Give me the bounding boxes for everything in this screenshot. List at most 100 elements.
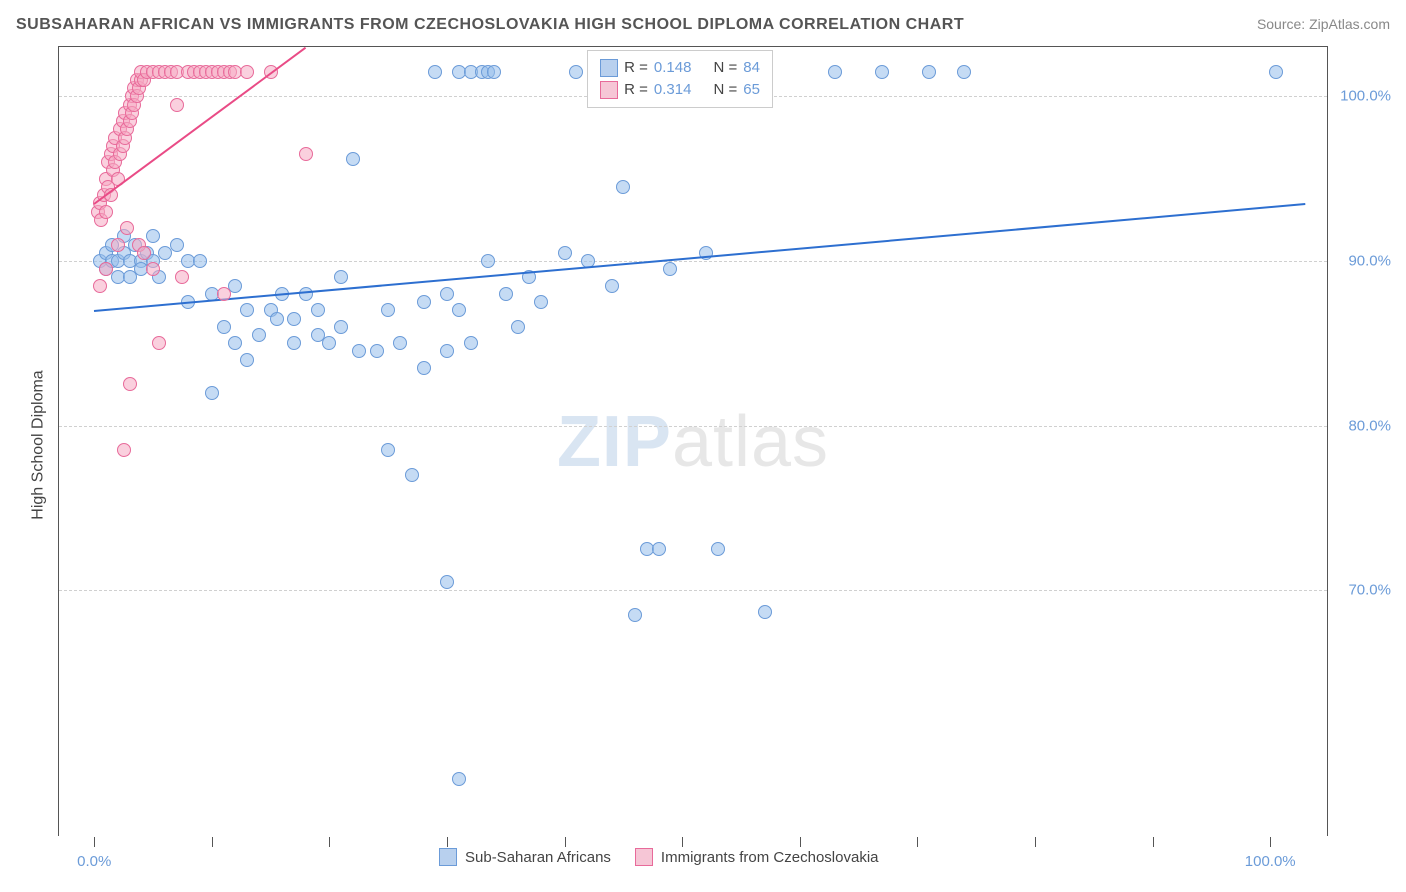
scatter-point [175, 270, 189, 284]
legend-swatch [635, 848, 653, 866]
scatter-point [217, 287, 231, 301]
scatter-point [558, 246, 572, 260]
scatter-point [111, 238, 125, 252]
gridline [59, 426, 1327, 427]
scatter-point [334, 270, 348, 284]
scatter-point [417, 295, 431, 309]
scatter-point [93, 279, 107, 293]
scatter-point [481, 254, 495, 268]
scatter-point [217, 320, 231, 334]
x-tick [329, 837, 330, 847]
n-label: N = [713, 79, 737, 101]
stats-legend: R =0.148N =84R =0.314N =65 [587, 50, 773, 108]
scatter-point [922, 65, 936, 79]
legend-swatch [600, 81, 618, 99]
x-tick-label: 100.0% [1245, 853, 1296, 870]
source-label: Source: ZipAtlas.com [1257, 16, 1390, 32]
scatter-point [99, 205, 113, 219]
scatter-point [287, 312, 301, 326]
x-tick [447, 837, 448, 847]
x-tick [1035, 837, 1036, 847]
scatter-point [270, 312, 284, 326]
scatter-point [228, 279, 242, 293]
scatter-point [828, 65, 842, 79]
scatter-point [137, 246, 151, 260]
n-value: 84 [743, 57, 760, 79]
r-value: 0.314 [654, 79, 692, 101]
scatter-point [146, 262, 160, 276]
scatter-point [652, 542, 666, 556]
scatter-point [120, 221, 134, 235]
scatter-point [240, 353, 254, 367]
scatter-point [381, 303, 395, 317]
scatter-point [299, 287, 313, 301]
series-legend-item: Sub-Saharan Africans [439, 848, 611, 866]
scatter-point [299, 147, 313, 161]
r-label: R = [624, 57, 648, 79]
scatter-point [616, 180, 630, 194]
scatter-point [99, 262, 113, 276]
r-value: 0.148 [654, 57, 692, 79]
scatter-point [417, 361, 431, 375]
scatter-point [663, 262, 677, 276]
scatter-point [605, 279, 619, 293]
r-label: R = [624, 79, 648, 101]
legend-swatch [439, 848, 457, 866]
legend-swatch [600, 59, 618, 77]
x-tick [917, 837, 918, 847]
scatter-point [123, 377, 137, 391]
series-legend-label: Sub-Saharan Africans [465, 849, 611, 866]
scatter-point [205, 386, 219, 400]
series-legend-label: Immigrants from Czechoslovakia [661, 849, 879, 866]
y-tick-label: 80.0% [1348, 417, 1391, 434]
gridline [59, 261, 1327, 262]
x-tick [1153, 837, 1154, 847]
scatter-point [346, 152, 360, 166]
scatter-point [370, 344, 384, 358]
scatter-point [170, 238, 184, 252]
plot-area: ZIPatlas 70.0%80.0%90.0%100.0%0.0%100.0% [59, 47, 1327, 836]
scatter-point [240, 303, 254, 317]
scatter-point [875, 65, 889, 79]
scatter-point [957, 65, 971, 79]
scatter-point [240, 65, 254, 79]
scatter-point [405, 468, 419, 482]
watermark: ZIPatlas [557, 401, 829, 483]
x-tick [94, 837, 95, 847]
scatter-point [193, 254, 207, 268]
scatter-point [452, 303, 466, 317]
plot-frame: ZIPatlas 70.0%80.0%90.0%100.0%0.0%100.0% [58, 46, 1328, 836]
scatter-point [511, 320, 525, 334]
scatter-point [117, 443, 131, 457]
chart-title: SUBSAHARAN AFRICAN VS IMMIGRANTS FROM CZ… [16, 16, 964, 34]
y-tick-label: 70.0% [1348, 582, 1391, 599]
stats-legend-row: R =0.314N =65 [600, 79, 760, 101]
scatter-point [464, 336, 478, 350]
x-tick [1270, 837, 1271, 847]
scatter-point [228, 336, 242, 350]
watermark-zip: ZIP [557, 402, 672, 482]
scatter-point [440, 344, 454, 358]
y-axis-title: High School Diploma [30, 370, 48, 519]
scatter-point [487, 65, 501, 79]
scatter-point [440, 287, 454, 301]
stats-legend-row: R =0.148N =84 [600, 57, 760, 79]
scatter-point [440, 575, 454, 589]
scatter-point [569, 65, 583, 79]
scatter-point [758, 605, 772, 619]
series-legend: Sub-Saharan Africans Immigrants from Czec… [439, 848, 879, 866]
scatter-point [170, 98, 184, 112]
scatter-point [428, 65, 442, 79]
scatter-point [711, 542, 725, 556]
y-tick-label: 100.0% [1340, 88, 1391, 105]
scatter-point [381, 443, 395, 457]
scatter-point [499, 287, 513, 301]
scatter-point [1269, 65, 1283, 79]
scatter-point [287, 336, 301, 350]
x-tick [565, 837, 566, 847]
scatter-point [534, 295, 548, 309]
scatter-point [311, 303, 325, 317]
scatter-point [152, 336, 166, 350]
scatter-point [252, 328, 266, 342]
scatter-point [352, 344, 366, 358]
